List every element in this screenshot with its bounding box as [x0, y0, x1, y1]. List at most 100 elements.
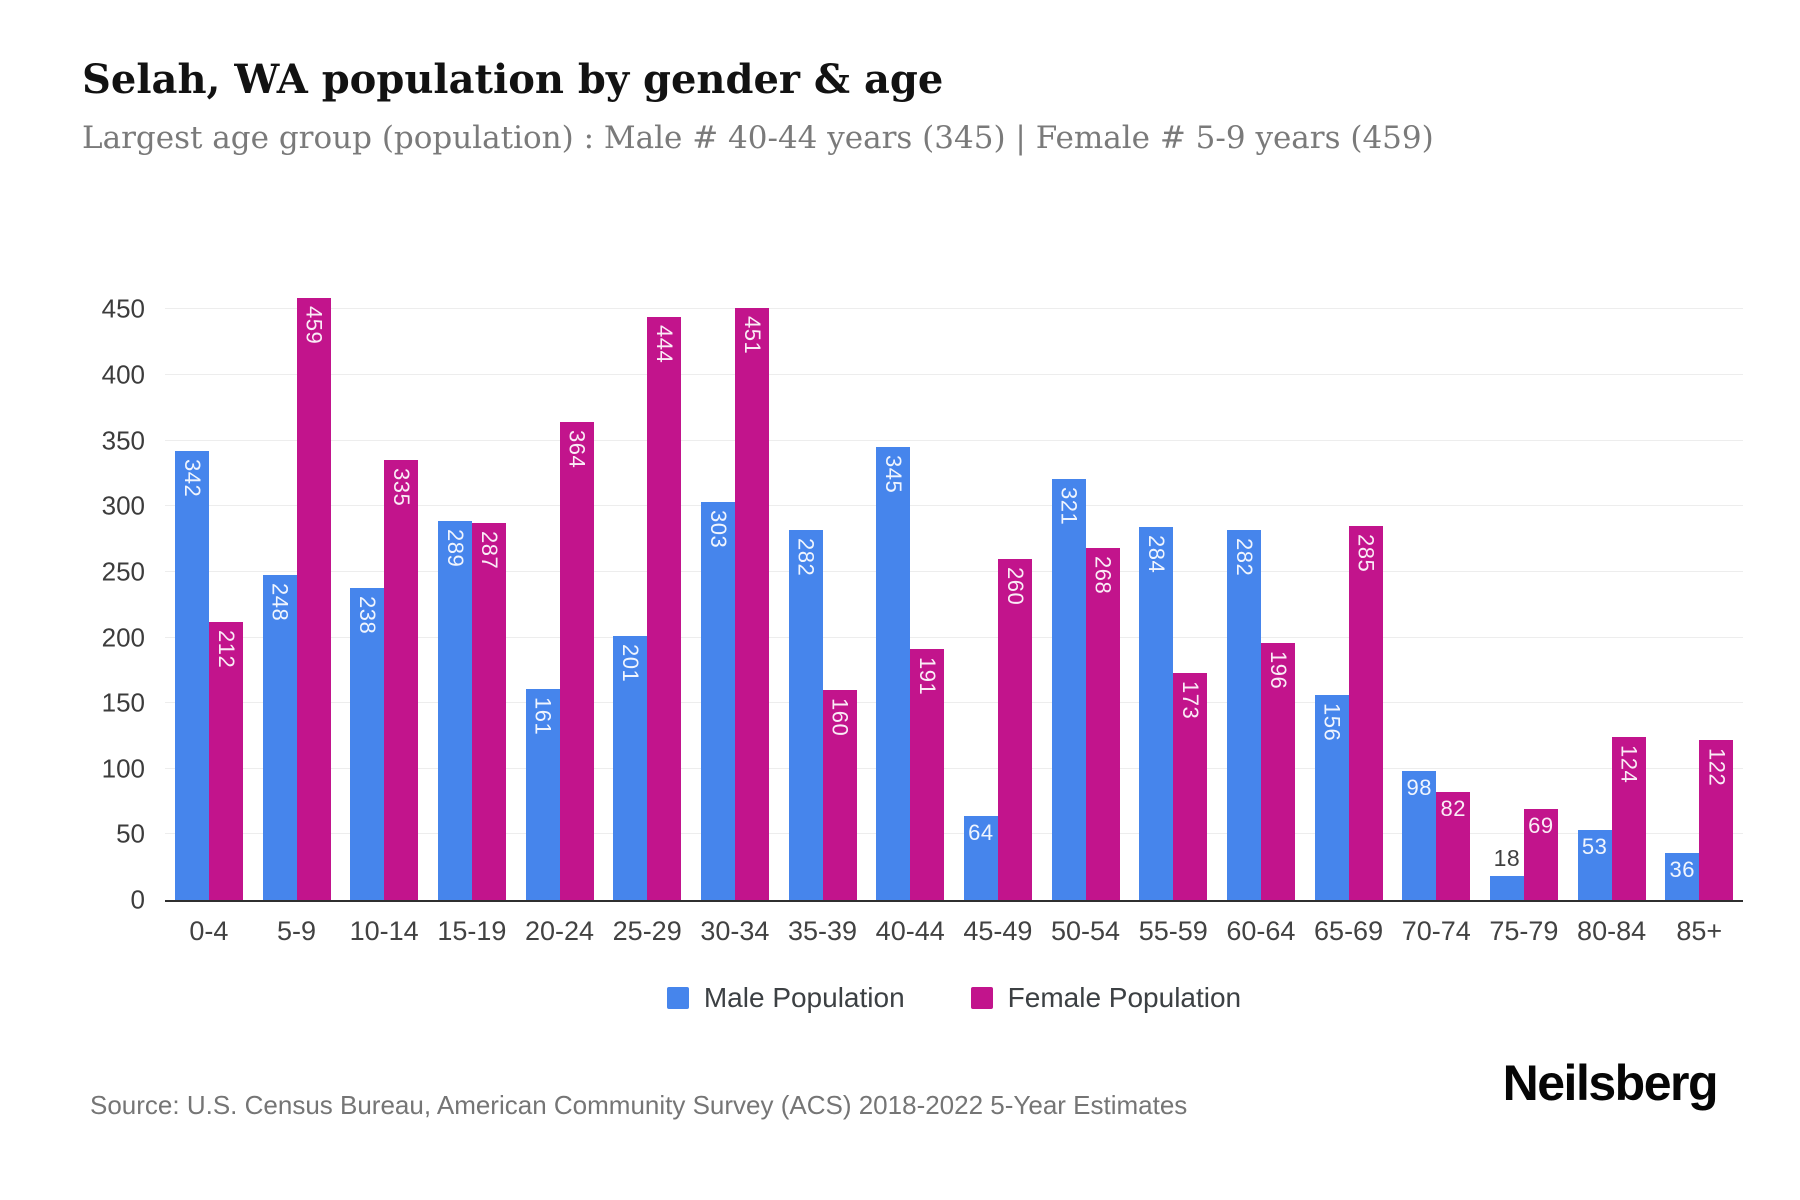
x-tick-label: 55-59: [1138, 916, 1208, 946]
bar-series-container: 342 212 248 459 238 335 289 287 161 364 201 444 303 4…: [165, 270, 1743, 900]
y-tick-label: 0: [130, 884, 145, 915]
x-tick-label: 15-19: [437, 916, 507, 946]
bar-group: 53 124: [1568, 270, 1656, 900]
x-tick-label: 0-4: [189, 916, 229, 946]
y-tick-label: 100: [101, 753, 145, 784]
bar-value-label: 69: [1528, 813, 1554, 839]
y-tick-label: 350: [101, 425, 145, 456]
bar-group: 282 196: [1217, 270, 1305, 900]
gridline: [165, 570, 1743, 572]
gridline: [165, 374, 1743, 375]
bar-value-label: 36: [1669, 856, 1695, 882]
bar-value-label: 53: [1581, 834, 1608, 860]
y-tick-label: 150: [101, 687, 145, 718]
gridline: [165, 702, 1743, 704]
bar-group: 36 122: [1655, 270, 1743, 900]
bar-value-label: 364: [564, 430, 590, 469]
bar: 287: [471, 523, 506, 900]
bar-group: 238 335: [340, 270, 428, 900]
bar-value-label: 212: [213, 629, 239, 668]
bar-value-label: 335: [389, 468, 415, 507]
bar-value-label: 451: [739, 316, 765, 355]
bar: 268: [1085, 548, 1120, 900]
x-tick-label: 5-9: [276, 916, 317, 946]
bar: 196: [1260, 642, 1295, 900]
gridline: [165, 833, 1743, 835]
bar: 201: [613, 636, 648, 900]
legend-label: Male Population: [703, 982, 905, 1013]
bar-value-label: 122: [1704, 747, 1730, 787]
x-tick-label: 85+: [1676, 916, 1723, 946]
bar-group: 64 260: [954, 270, 1042, 900]
bar: 64: [963, 816, 998, 900]
bar: 364: [559, 422, 594, 900]
x-tick-label: 45-49: [963, 916, 1033, 946]
x-tick-label: 10-14: [349, 916, 419, 946]
bar: 160: [822, 690, 857, 900]
bar-value-label: 173: [1178, 680, 1204, 720]
bar: 53: [1577, 830, 1612, 900]
bar-value-label: 160: [827, 698, 853, 737]
legend-item: Female Population: [970, 982, 1241, 1014]
bar-group: 282 160: [779, 270, 867, 900]
bar: 212: [208, 621, 243, 900]
bar-value-label: 260: [1002, 566, 1028, 605]
bar: 156: [1314, 695, 1349, 900]
bar-group: 248 459: [253, 270, 341, 900]
x-tick-label: 50-54: [1051, 916, 1121, 946]
bar: 98: [1402, 771, 1437, 900]
bar: 248: [262, 574, 297, 900]
bar-group: 161 364: [516, 270, 604, 900]
y-tick-label: 250: [101, 556, 145, 587]
bar: 122: [1699, 739, 1734, 900]
bar-group: 284 173: [1129, 270, 1217, 900]
bar: 335: [384, 460, 419, 900]
bar-value-label: 268: [1090, 556, 1116, 595]
x-tick-label: 35-39: [788, 916, 858, 946]
bar-value-label: 285: [1353, 533, 1379, 573]
y-tick-label: 450: [101, 293, 145, 324]
bar: 303: [700, 502, 735, 900]
bar-value-label: 287: [476, 531, 502, 570]
bar-value-label: 18: [1493, 845, 1521, 872]
bar-value-label: 124: [1616, 745, 1642, 784]
bar: 451: [734, 308, 769, 900]
y-tick-label: 200: [101, 622, 145, 652]
bar: 260: [997, 558, 1032, 900]
bar-value-label: 321: [1056, 486, 1082, 525]
y-tick-label: 50: [116, 818, 145, 849]
bar: 191: [910, 649, 945, 900]
bar-value-label: 82: [1440, 796, 1466, 822]
brand-logo: Neilsberg: [1502, 1055, 1719, 1111]
legend-swatch: [970, 987, 993, 1009]
y-tick-label: 300: [101, 490, 145, 521]
bar: 345: [876, 447, 911, 900]
legend: Male Population Female Population: [165, 982, 1743, 1014]
bar: 282: [1226, 529, 1261, 900]
bar-value-label: 284: [1144, 535, 1170, 574]
x-tick-label: 60-64: [1226, 916, 1296, 946]
x-tick-label: 65-69: [1314, 916, 1384, 946]
bar-value-label: 459: [301, 305, 327, 344]
bar: 444: [647, 317, 682, 900]
x-tick-label: 40-44: [875, 916, 945, 946]
bar-value-label: 64: [968, 820, 994, 845]
bar: 342: [174, 451, 209, 900]
x-tick-label: 25-29: [612, 916, 682, 946]
bar-group: 156 285: [1305, 270, 1393, 900]
source-note: Source: U.S. Census Bureau, American Com…: [90, 1090, 1188, 1120]
gridline: [165, 439, 1743, 441]
chart-subtitle: Largest age group (population) : Male # …: [82, 120, 1434, 156]
x-tick-label: 80-84: [1577, 916, 1647, 946]
legend-swatch: [666, 987, 689, 1009]
bar: 69: [1523, 809, 1558, 900]
bar-value-label: 238: [355, 595, 381, 634]
x-tick-label: 70-74: [1401, 916, 1471, 946]
bar: 459: [296, 297, 331, 900]
gridline: [165, 308, 1743, 310]
bar: 82: [1436, 792, 1471, 900]
bar-group: 289 287: [428, 270, 516, 900]
bar-value-label: 342: [179, 459, 205, 498]
bar-group: 98 82: [1392, 270, 1480, 900]
